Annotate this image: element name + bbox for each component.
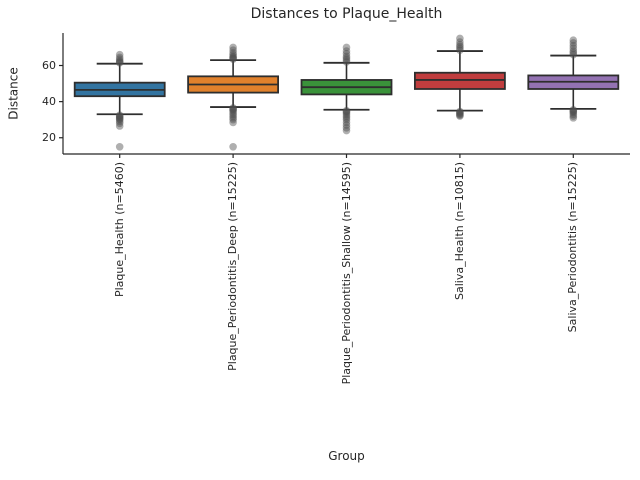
outlier-dot	[229, 114, 237, 122]
outlier-dot	[456, 108, 464, 117]
outlier-dot	[342, 115, 351, 124]
y-axis-label: Distance	[6, 67, 21, 120]
y-tick-label: 60	[42, 58, 56, 72]
outlier-dot	[569, 110, 578, 119]
outlier-dot	[229, 46, 237, 54]
outlier-dot	[569, 49, 578, 57]
x-tick-label-group-4: Saliva_Health (n=10815)	[452, 162, 466, 300]
outlier-dot	[569, 105, 578, 114]
outlier-dot	[342, 47, 351, 55]
outlier-dot	[115, 113, 124, 121]
x-tick-label-group-1: Plaque_Health (n=5460)	[112, 162, 126, 298]
outlier-dot	[569, 112, 578, 120]
outlier-dot	[229, 55, 237, 63]
outlier-dot	[456, 40, 464, 49]
outlier-dot	[115, 55, 124, 63]
outlier-dot	[342, 107, 351, 116]
outlier-dot	[229, 108, 237, 117]
outlier-dot	[569, 114, 578, 122]
outlier-dot	[115, 119, 124, 128]
outlier-dot	[456, 34, 464, 43]
outlier-dot	[456, 44, 464, 53]
outlier-dot	[115, 142, 124, 151]
outlier-dot	[115, 122, 124, 130]
outlier-dot	[456, 107, 464, 116]
outlier-dot	[342, 110, 351, 119]
outlier-dot	[456, 110, 464, 119]
outlier-dot	[342, 56, 351, 64]
outlier-dot	[342, 124, 351, 132]
outlier-dot	[229, 115, 237, 124]
outlier-dot	[342, 54, 351, 63]
outlier-dot	[569, 41, 578, 50]
outlier-dot	[342, 106, 351, 115]
outlier-dot	[115, 58, 124, 67]
outlier-dot	[342, 112, 351, 120]
outlier-dot	[456, 46, 464, 54]
outlier-dot	[342, 114, 351, 122]
outlier-dot	[229, 142, 237, 151]
outlier-dot	[456, 38, 464, 46]
outlier-dot	[229, 104, 237, 112]
outlier-dot	[456, 111, 464, 119]
outlier-dot	[569, 36, 578, 45]
outlier-dot	[342, 121, 351, 129]
outlier-dot	[229, 105, 237, 114]
chart-title: Distances to Plaque_Health	[250, 6, 443, 22]
outlier-dot	[342, 49, 351, 58]
outlier-dot	[115, 58, 124, 66]
x-axis-label: Group	[328, 449, 365, 463]
outlier-dot	[342, 52, 351, 61]
y-tick-label: 40	[42, 94, 56, 108]
outlier-dot	[569, 107, 578, 116]
outlier-dot	[569, 106, 578, 115]
outlier-dot	[456, 112, 464, 120]
outlier-dot	[115, 111, 124, 119]
outlier-dot	[115, 53, 124, 62]
x-tick-label-group-5: Saliva_Periodontitis (n=15225)	[566, 162, 580, 333]
x-tick-label-group-3: Plaque_Periodontitis_Shallow (n=14595)	[339, 162, 353, 385]
outlier-dot	[569, 50, 578, 59]
outlier-dot	[115, 117, 124, 126]
outlier-dot	[229, 112, 237, 120]
outlier-dot	[229, 105, 237, 113]
outlier-dot	[569, 108, 578, 117]
outlier-dot	[229, 50, 237, 59]
outlier-dot	[229, 52, 237, 61]
outlier-dot	[115, 114, 124, 123]
outlier-dot	[342, 58, 351, 66]
outlier-dot	[456, 42, 464, 51]
outlier-dot	[342, 43, 351, 52]
outlier-dot	[229, 49, 237, 57]
outlier-dot	[115, 112, 124, 120]
outlier-dot	[342, 126, 351, 135]
y-tick-label: 20	[42, 130, 56, 144]
outlier-dot	[569, 44, 578, 53]
outlier-dot	[229, 54, 237, 63]
outlier-dot	[456, 109, 464, 118]
x-tick-label-group-2: Plaque_Periodontitis_Deep (n=15225)	[226, 162, 240, 371]
outlier-dot	[115, 57, 124, 65]
outlier-dot	[115, 115, 124, 124]
outlier-dot	[229, 110, 237, 119]
outlier-dot	[115, 114, 124, 122]
outlier-dot	[229, 118, 237, 127]
outlier-dot	[229, 43, 237, 52]
outlier-dot	[342, 108, 351, 117]
outlier-dot	[229, 106, 237, 115]
outlier-dot	[569, 39, 578, 47]
outlier-dot	[115, 50, 124, 59]
box-4	[413, 71, 506, 90]
outlier-dot	[342, 118, 351, 127]
outlier-dot	[229, 53, 237, 62]
outlier-dot	[569, 47, 578, 55]
